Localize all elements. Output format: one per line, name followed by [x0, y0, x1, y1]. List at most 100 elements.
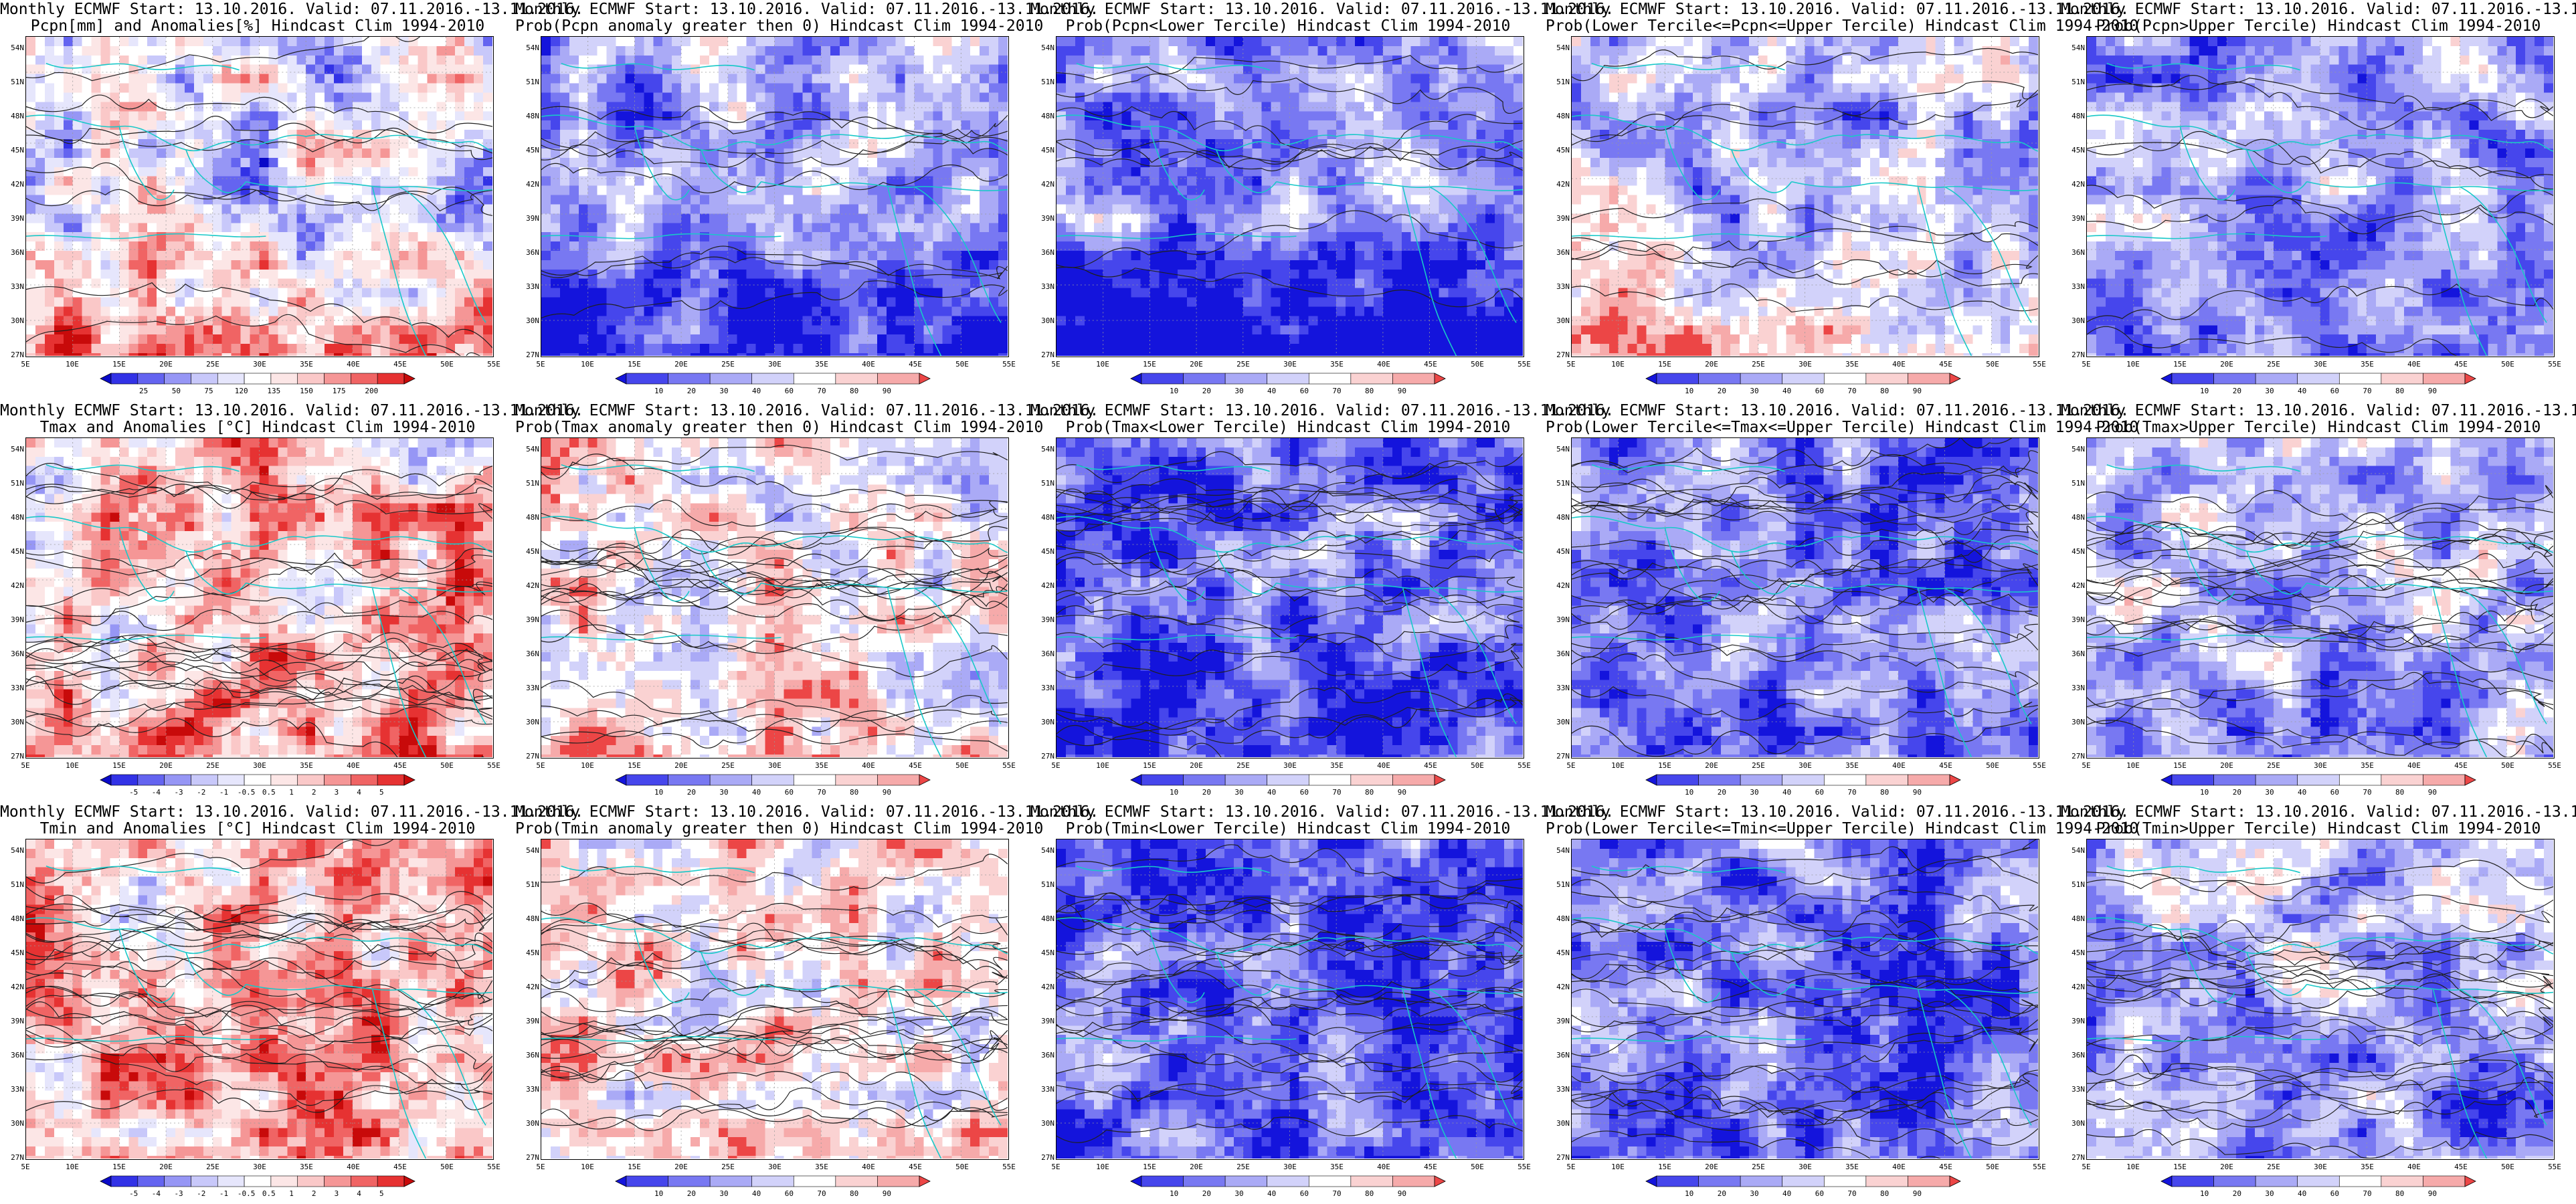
map-field-svg [541, 438, 1008, 757]
latitude-label: 45N [519, 548, 539, 556]
colorbar-tick-label: 90 [1398, 788, 1406, 797]
colorbar-tick-label: 80 [850, 387, 858, 395]
longitude-label: 25E [206, 360, 219, 369]
colorbar-tick-label: 80 [1880, 788, 1889, 797]
colorbar-tick-label: 50 [172, 387, 181, 395]
latitude-label: 33N [1034, 283, 1054, 291]
panel-title-line2: Prob(Pcpn anomaly greater then 0) Hindca… [515, 18, 1043, 35]
colorbar-tick-label: 1 [289, 1189, 294, 1198]
longitude-label: 30E [253, 1163, 266, 1171]
panel-title-line1: Monthly ECMWF Start: 13.10.2016. Valid: … [515, 403, 1099, 419]
longitude-label: 10E [1096, 1163, 1109, 1171]
latitude-label: 48N [4, 112, 24, 120]
latitude-label: 27N [1550, 752, 1570, 761]
colorbar-tick-label: 30 [2265, 387, 2274, 395]
map-field-svg [2087, 37, 2553, 356]
colorbar-tick-label: 40 [752, 1189, 761, 1198]
latitude-label: 30N [519, 317, 539, 325]
colorbar-tick-label: 40 [1267, 1189, 1276, 1198]
latitude-label: 45N [1034, 146, 1054, 155]
latitude-label: 33N [1550, 1086, 1570, 1094]
colorbar-tick-label: 70 [817, 387, 826, 395]
longitude-label: 55E [2548, 761, 2561, 770]
latitude-label: 36N [4, 1051, 24, 1060]
longitude-label: 30E [768, 1163, 781, 1171]
latitude-label: 54N [2065, 445, 2085, 454]
longitude-label: 5E [2082, 360, 2090, 369]
colorbar-tick-label: 80 [2395, 788, 2404, 797]
latitude-label: 45N [4, 548, 24, 556]
colorbar-tick-label: -5 [129, 788, 138, 797]
colorbar-tick-label: 90 [2428, 387, 2437, 395]
colorbar-tick-label: 20 [1718, 1189, 1726, 1198]
longitude-label: 40E [1377, 761, 1390, 770]
latitude-label: 51N [4, 480, 24, 488]
longitude-label: 40E [1377, 360, 1390, 369]
map-field-svg [1056, 37, 1523, 356]
colorbar-tick-label: 40 [2298, 1189, 2306, 1198]
longitude-label: 10E [2126, 360, 2140, 369]
map-panel-tmin-prob-middle: Monthly ECMWF Start: 13.10.2016. Valid: … [1546, 803, 2138, 1204]
longitude-label: 35E [815, 761, 828, 770]
longitude-label: 5E [536, 1163, 545, 1171]
colorbar-tick-label: 70 [2363, 1189, 2371, 1198]
longitude-label: 50E [955, 1163, 969, 1171]
latitude-label: 48N [2065, 112, 2085, 120]
colorbar [1130, 373, 1446, 385]
latitude-label: 30N [2065, 718, 2085, 726]
colorbar-tick-label: 60 [785, 788, 794, 797]
latitude-label: 48N [519, 514, 539, 522]
longitude-label: 20E [1705, 1163, 1718, 1171]
latitude-label: 36N [2065, 249, 2085, 257]
forecast-map [1056, 839, 1524, 1160]
panel-title-line2: Prob(Lower Tercile<=Pcpn<=Upper Tercile)… [1546, 18, 2138, 35]
longitude-label: 5E [536, 761, 545, 770]
latitude-label: 45N [2065, 949, 2085, 957]
longitude-label: 25E [1752, 1163, 1765, 1171]
longitude-label: 50E [1471, 1163, 1484, 1171]
longitude-label: 55E [2548, 360, 2561, 369]
colorbar-tick-label: 40 [1782, 788, 1791, 797]
forecast-map [25, 36, 494, 357]
longitude-label: 25E [721, 360, 735, 369]
longitude-label: 30E [768, 360, 781, 369]
latitude-label: 39N [1550, 616, 1570, 624]
latitude-label: 54N [2065, 847, 2085, 855]
latitude-label: 36N [2065, 650, 2085, 658]
panel-title-line1: Monthly ECMWF Start: 13.10.2016. Valid: … [0, 403, 583, 419]
colorbar-tick-label: 120 [235, 387, 248, 395]
latitude-label: 36N [1550, 650, 1570, 658]
colorbar-tick-label: 90 [883, 387, 891, 395]
latitude-label: 51N [1550, 78, 1570, 86]
longitude-label: 30E [1799, 761, 1812, 770]
latitude-label: 42N [2065, 181, 2085, 189]
colorbar-tick-label: 70 [817, 1189, 826, 1198]
colorbar-tick-label: 60 [2330, 1189, 2339, 1198]
map-field-svg [541, 839, 1008, 1159]
latitude-label: 45N [519, 949, 539, 957]
longitude-label: 15E [1143, 761, 1156, 770]
colorbar-tick-label: 30 [719, 788, 728, 797]
longitude-label: 10E [1611, 360, 1625, 369]
latitude-label: 36N [519, 1051, 539, 1060]
map-panel-pcpn-prob-positive: Monthly ECMWF Start: 13.10.2016. Valid: … [515, 0, 1099, 401]
latitude-label: 27N [2065, 1154, 2085, 1162]
longitude-label: 30E [1283, 1163, 1297, 1171]
longitude-label: 30E [1283, 761, 1297, 770]
panel-title-line2: Tmin and Anomalies [°C] Hindcast Clim 19… [0, 821, 515, 837]
colorbar-tick-label: 10 [654, 1189, 663, 1198]
colorbar-tick-label: 20 [2233, 1189, 2241, 1198]
colorbar-tick-label: 80 [1880, 1189, 1889, 1198]
latitude-label: 54N [1034, 847, 1054, 855]
colorbar-tick-label: 60 [1815, 387, 1824, 395]
latitude-label: 42N [1034, 181, 1054, 189]
longitude-label: 45E [2454, 761, 2468, 770]
latitude-label: 39N [519, 616, 539, 624]
latitude-label: 51N [2065, 480, 2085, 488]
colorbar-tick-label: 20 [687, 1189, 696, 1198]
longitude-label: 25E [2267, 1163, 2280, 1171]
map-field-svg [26, 37, 492, 356]
colorbar-tick-label: 70 [1332, 387, 1341, 395]
longitude-label: 5E [2082, 761, 2090, 770]
latitude-label: 30N [1034, 317, 1054, 325]
